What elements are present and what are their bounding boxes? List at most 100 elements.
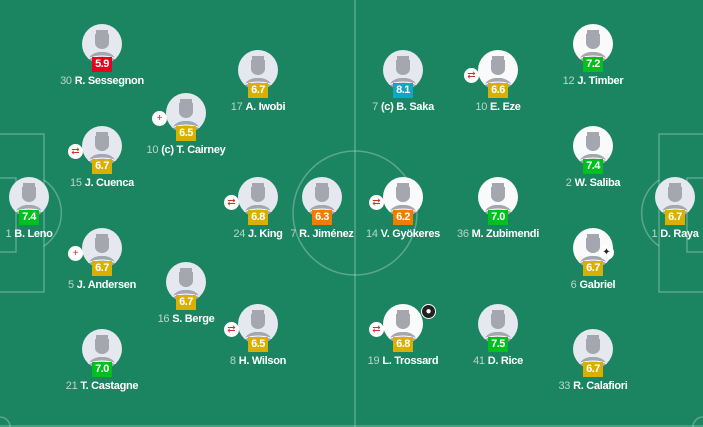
player-rating: 6.7: [583, 362, 603, 377]
player-rating: 8.1: [393, 83, 413, 98]
player-number: 19: [367, 355, 380, 367]
player-rating: 6.3: [312, 210, 332, 225]
player-name: J. Timber: [577, 75, 624, 87]
player-label: 7 R. Jiménez: [222, 228, 422, 240]
player-label: 1 D. Raya: [575, 228, 703, 240]
player-rating: 6.7: [92, 159, 112, 174]
player-label: 17 A. Iwobi: [158, 101, 358, 113]
player-avatar: [166, 93, 206, 133]
corner-arc: [0, 416, 11, 427]
player-number: 21: [65, 380, 78, 392]
player-rating: 6.7: [583, 261, 603, 276]
player-number: 33: [558, 380, 571, 392]
player-rating: 5.9: [92, 57, 112, 72]
player-name: E. Eze: [490, 101, 521, 113]
player-rating: 6.2: [393, 210, 413, 225]
player-label: 14 V. Gyökeres: [303, 228, 503, 240]
goal-icon: ●: [421, 304, 436, 319]
player-name: J. Cuenca: [84, 177, 135, 189]
player-number: 6: [570, 279, 577, 291]
substitution-icon: ⇄: [68, 144, 83, 159]
player-rating: 6.7: [665, 210, 685, 225]
player-number: 5: [67, 279, 74, 291]
player-number: 8: [229, 355, 236, 367]
player-label: 16 S. Berge: [86, 313, 286, 325]
player-label: 5 J. Andersen: [2, 279, 202, 291]
corner-arc: [692, 416, 703, 427]
player-number: 10: [475, 101, 488, 113]
player-number: 24: [233, 228, 246, 240]
player-name: H. Wilson: [238, 355, 287, 367]
player-rating: 7.0: [92, 362, 112, 377]
player-number: 17: [230, 101, 243, 113]
player-name: A. Iwobi: [245, 101, 286, 113]
player-name: Gabriel: [579, 279, 616, 291]
player-number: 2: [565, 177, 572, 189]
player-name: (c) B. Saka: [380, 101, 434, 113]
player-label: 41 D. Rice: [398, 355, 598, 367]
substitution-icon: ⇄: [369, 195, 384, 210]
player-label: 2 W. Saliba: [493, 177, 693, 189]
injury-substitution-icon: +: [68, 246, 83, 261]
player-number: 7: [372, 101, 378, 113]
player-name: R. Calafiori: [573, 380, 628, 392]
player-label: 12 J. Timber: [493, 75, 693, 87]
player-rating: 6.7: [176, 295, 196, 310]
player-label: 30 R. Sessegnon: [2, 75, 202, 87]
player-number: 1: [651, 228, 658, 240]
player-rating: 6.5: [248, 337, 268, 352]
player-name: D. Rice: [487, 355, 524, 367]
player-label: 10 (c) T. Cairney: [86, 144, 286, 156]
player-number: 7: [290, 228, 297, 240]
player-name: L. Trossard: [382, 355, 439, 367]
player-number: 30: [60, 75, 72, 87]
player-name: D. Raya: [660, 228, 699, 240]
player-rating: 6.5: [176, 126, 196, 141]
player-number: 41: [473, 355, 485, 367]
player-rating: 6.7: [248, 83, 268, 98]
substitution-icon: ⇄: [224, 195, 239, 210]
player-label: 7 (c) B. Saka: [303, 101, 503, 113]
left-penalty-box: [0, 133, 45, 293]
player-rating: 6.6: [488, 83, 508, 98]
player-label: 10 E. Eze: [398, 101, 598, 113]
player-event-icon: ✦: [599, 245, 614, 260]
substitution-icon: ⇄: [464, 68, 479, 83]
injury-substitution-icon: +: [152, 111, 167, 126]
player-name: J. King: [248, 228, 283, 240]
player-name: R. Sessegnon: [74, 75, 144, 87]
player-number: 12: [562, 75, 575, 87]
substitution-icon: ⇄: [369, 322, 384, 337]
player-rating: 7.0: [488, 210, 508, 225]
player-name: V. Gyökeres: [380, 228, 441, 240]
player-name: J. Andersen: [76, 279, 137, 291]
left-penalty-arc: [43, 179, 63, 247]
player-number: 16: [157, 313, 170, 325]
player-name: T. Castagne: [80, 380, 139, 392]
player-name: W. Saliba: [574, 177, 621, 189]
player-rating: 6.8: [248, 210, 268, 225]
player-number: 15: [70, 177, 82, 189]
player-number: 1: [5, 228, 12, 240]
right-penalty-arc: [640, 179, 660, 247]
player-rating: 6.8: [393, 337, 413, 352]
player-label: 33 R. Calafiori: [493, 380, 693, 392]
player-rating: 7.4: [19, 210, 39, 225]
player-label: 36 M. Zubimendi: [398, 228, 598, 240]
player-label: 15 J. Cuenca: [2, 177, 202, 189]
player-number: 14: [366, 228, 378, 240]
player-rating: 6.7: [92, 261, 112, 276]
player-name: S. Berge: [172, 313, 215, 325]
player-label: 21 T. Castagne: [2, 380, 202, 392]
player-label: 6 Gabriel: [493, 279, 693, 291]
substitution-icon: ⇄: [224, 322, 239, 337]
player-rating: 7.4: [583, 159, 603, 174]
player-name: R. Jiménez: [299, 228, 354, 240]
player-rating: 7.5: [488, 337, 508, 352]
player-name: M. Zubimendi: [471, 228, 540, 240]
player-label: 1 B. Leno: [0, 228, 129, 240]
player-number: 36: [457, 228, 469, 240]
player-name: B. Leno: [14, 228, 53, 240]
player-label: 8 H. Wilson: [158, 355, 358, 367]
